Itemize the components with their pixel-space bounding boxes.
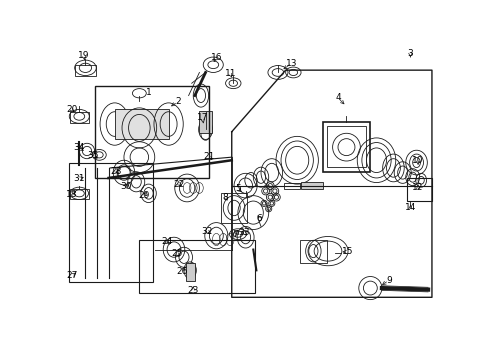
Text: 12: 12 xyxy=(411,184,423,193)
Bar xyxy=(185,263,194,281)
Text: 26: 26 xyxy=(177,267,188,276)
Text: 28: 28 xyxy=(110,167,122,176)
Text: 18: 18 xyxy=(66,190,77,199)
Bar xyxy=(115,109,168,139)
Text: 23: 23 xyxy=(187,286,199,295)
Text: 21: 21 xyxy=(203,152,214,161)
Bar xyxy=(284,183,299,189)
Bar xyxy=(199,111,211,132)
Text: 7: 7 xyxy=(231,230,237,239)
Bar xyxy=(70,189,88,199)
Bar xyxy=(70,112,88,123)
Bar xyxy=(299,239,326,263)
Text: 8: 8 xyxy=(222,193,228,202)
Text: 27: 27 xyxy=(66,271,77,280)
Bar xyxy=(326,126,365,167)
Text: 31: 31 xyxy=(73,174,85,183)
Text: 22: 22 xyxy=(173,180,184,189)
Bar xyxy=(301,182,322,189)
Text: 4: 4 xyxy=(334,93,340,102)
Text: 20: 20 xyxy=(66,105,77,114)
Bar xyxy=(407,178,431,201)
Text: 34: 34 xyxy=(74,143,85,152)
Text: 19: 19 xyxy=(78,51,89,60)
Text: 1: 1 xyxy=(145,88,151,97)
Bar xyxy=(139,239,254,293)
Bar xyxy=(68,163,153,282)
Text: 32: 32 xyxy=(201,226,212,235)
Text: 16: 16 xyxy=(210,53,222,62)
Text: 10: 10 xyxy=(411,156,423,165)
Text: 13: 13 xyxy=(285,59,297,68)
Text: 3: 3 xyxy=(407,49,412,58)
Text: 24: 24 xyxy=(161,237,172,246)
Text: 29: 29 xyxy=(138,191,149,200)
Text: 35: 35 xyxy=(87,151,99,160)
Bar xyxy=(95,86,208,178)
Text: 2: 2 xyxy=(175,97,180,106)
Bar xyxy=(322,122,369,172)
Text: 15: 15 xyxy=(341,247,352,256)
Text: 33: 33 xyxy=(238,228,249,237)
Bar xyxy=(221,193,246,222)
Text: 14: 14 xyxy=(404,203,415,212)
Text: 5: 5 xyxy=(235,184,240,193)
Text: 9: 9 xyxy=(385,276,391,285)
Text: 17: 17 xyxy=(196,113,208,122)
Text: 11: 11 xyxy=(224,69,236,78)
Bar xyxy=(75,65,96,76)
Text: 25: 25 xyxy=(171,249,183,258)
Text: 30: 30 xyxy=(120,182,132,191)
Text: 6: 6 xyxy=(256,214,262,223)
